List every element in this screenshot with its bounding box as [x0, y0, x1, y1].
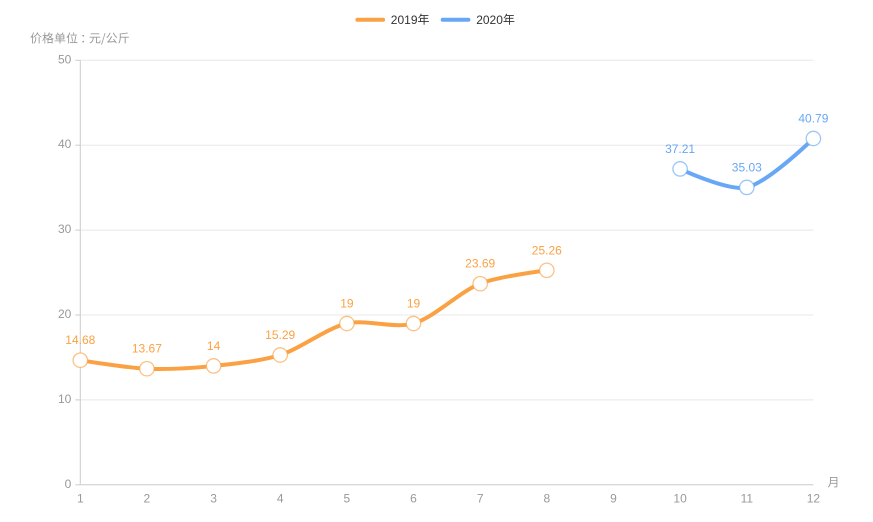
svg-text:9: 9 [610, 492, 617, 506]
svg-text:6: 6 [410, 492, 417, 506]
svg-text:14: 14 [207, 339, 221, 353]
svg-text:37.21: 37.21 [665, 142, 695, 156]
svg-text:13.67: 13.67 [132, 342, 162, 356]
svg-text:35.03: 35.03 [732, 160, 762, 174]
svg-text:7: 7 [477, 492, 484, 506]
svg-text:30: 30 [58, 222, 72, 236]
svg-text:15.29: 15.29 [265, 328, 295, 342]
svg-text:8: 8 [543, 492, 550, 506]
svg-text:1: 1 [77, 492, 84, 506]
svg-text:10: 10 [673, 492, 687, 506]
svg-text:14.68: 14.68 [65, 333, 95, 347]
svg-text:19: 19 [407, 297, 421, 311]
svg-text:3: 3 [210, 492, 217, 506]
svg-text:12: 12 [807, 492, 821, 506]
svg-text:4: 4 [277, 492, 284, 506]
svg-text:0: 0 [65, 477, 72, 491]
svg-text:20: 20 [58, 307, 72, 321]
svg-text:2019: 2019 [391, 13, 418, 27]
svg-text:11: 11 [741, 492, 754, 506]
svg-text:40.79: 40.79 [798, 112, 828, 126]
svg-text:23.69: 23.69 [465, 257, 495, 271]
svg-text:25.26: 25.26 [532, 243, 562, 257]
svg-text:50: 50 [58, 52, 72, 66]
svg-text:40: 40 [58, 137, 72, 151]
svg-text:2020: 2020 [476, 13, 503, 27]
svg-text:19: 19 [340, 297, 354, 311]
svg-text:2: 2 [144, 492, 151, 506]
svg-text:10: 10 [58, 392, 72, 406]
svg-text:5: 5 [344, 492, 351, 506]
